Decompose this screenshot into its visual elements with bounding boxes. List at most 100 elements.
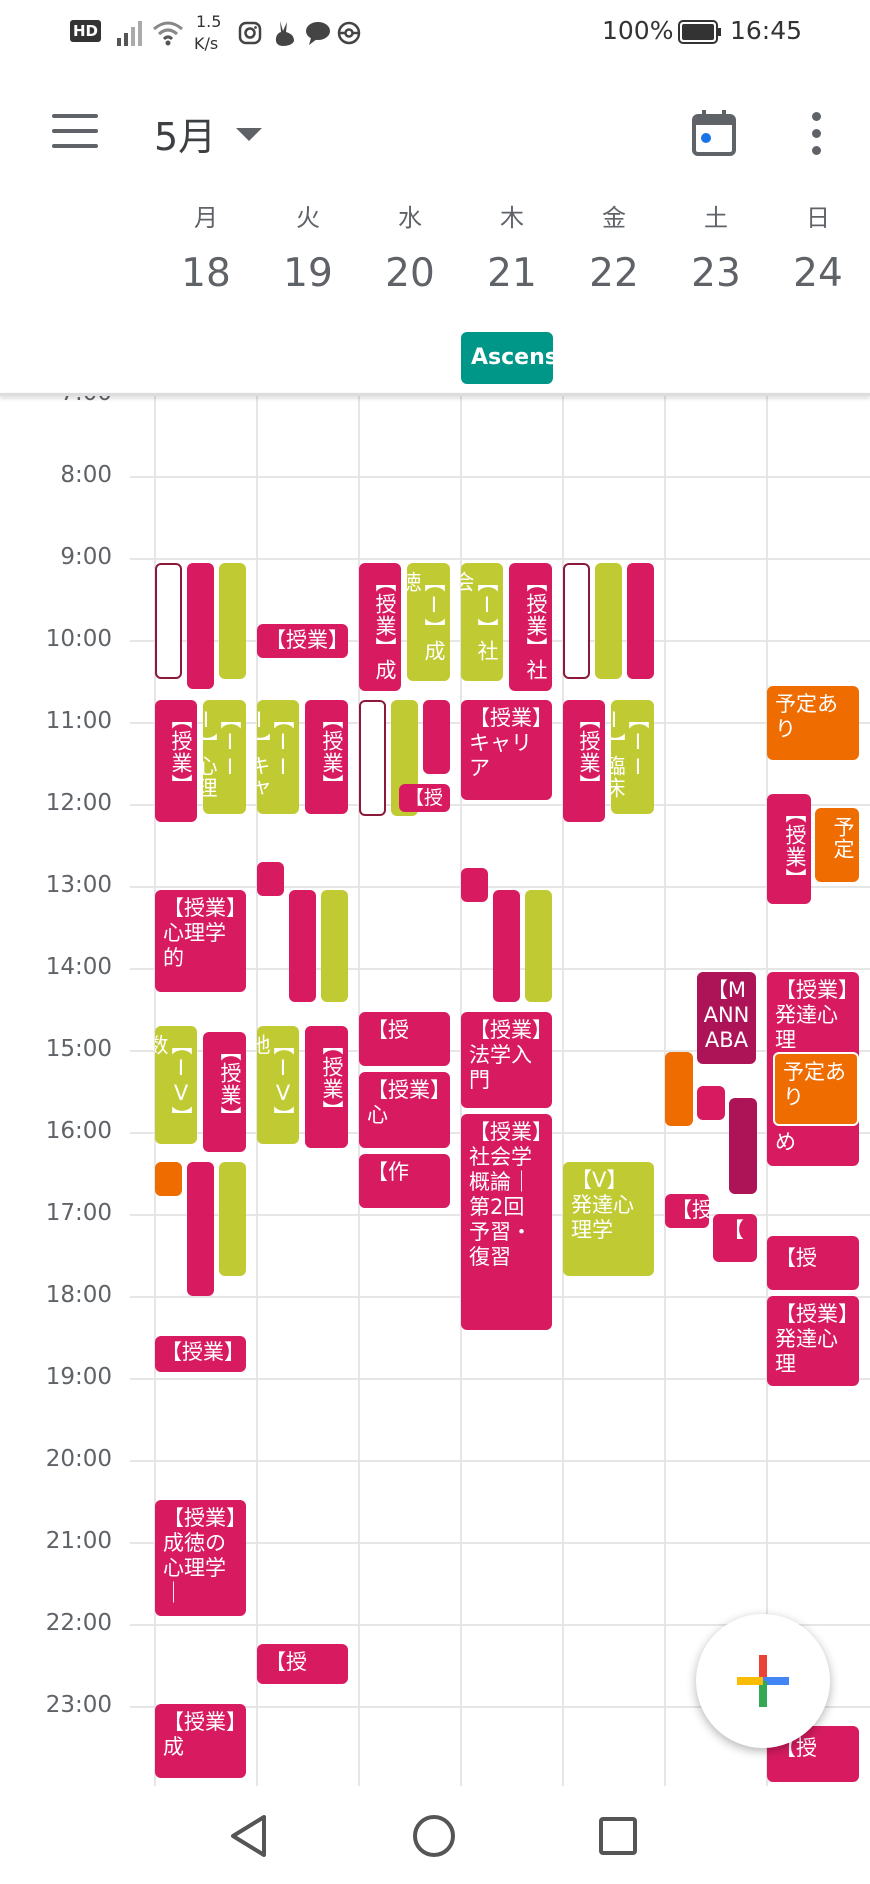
event-block[interactable] <box>321 890 348 1002</box>
event-block[interactable]: 【授業】キャリア <box>461 700 552 800</box>
event-block[interactable]: 【I】社会 <box>461 563 503 681</box>
event-block[interactable] <box>155 563 182 679</box>
day-header-tue[interactable]: 火 19 <box>257 198 359 296</box>
event-block[interactable]: 【授業】 <box>155 1336 246 1372</box>
header-divider <box>0 393 870 396</box>
event-block[interactable]: 【授業】 <box>257 624 348 658</box>
hour-line <box>130 804 870 806</box>
event-block[interactable]: 【I】成徳 <box>407 563 450 681</box>
event-block[interactable] <box>289 890 316 1002</box>
event-block[interactable]: 【授業】成徳の心理学｜ <box>155 1500 246 1616</box>
create-event-button[interactable] <box>696 1614 830 1748</box>
time-label: 9:00 <box>60 544 112 570</box>
day-header-thu[interactable]: 木 21 <box>461 198 563 296</box>
event-block[interactable] <box>187 563 214 689</box>
time-label: 7:00 <box>20 396 112 406</box>
time-label: 13:00 <box>45 872 112 898</box>
hour-line <box>130 558 870 560</box>
event-block[interactable] <box>257 862 284 896</box>
event-block[interactable]: 予定 <box>815 808 859 882</box>
hd-badge: HD <box>70 20 102 42</box>
event-block[interactable]: 【授業】発達心理 <box>767 1296 859 1386</box>
event-block[interactable]: 【授 <box>665 1194 709 1228</box>
day-header-sun[interactable]: 日 24 <box>767 198 869 296</box>
event-block[interactable] <box>219 1162 246 1276</box>
event-block[interactable] <box>461 868 488 902</box>
recents-icon[interactable] <box>598 1816 638 1856</box>
event-title: 【授業】発達心理 <box>775 978 849 1052</box>
event-block[interactable]: 【III】キャ <box>257 700 299 814</box>
event-block[interactable]: 【IV】地 <box>257 1026 299 1144</box>
event-block[interactable]: 【授業】 <box>155 700 197 822</box>
menu-icon[interactable] <box>52 114 98 148</box>
event-block[interactable]: 予定あり <box>773 1052 859 1126</box>
event-block[interactable]: 【授業】成 <box>359 563 401 691</box>
event-block[interactable]: 予定あり <box>767 686 859 760</box>
event-block[interactable] <box>525 890 552 1002</box>
day-of-week: 金 <box>602 204 626 232</box>
all-day-event[interactable]: Ascens <box>461 332 553 384</box>
event-block[interactable]: 【作 <box>359 1154 450 1208</box>
hour-line <box>130 1542 870 1544</box>
rabbit-app-icon <box>275 21 294 46</box>
event-block[interactable] <box>729 1098 757 1194</box>
day-header-fri[interactable]: 金 22 <box>563 198 665 296</box>
event-block[interactable] <box>665 1052 693 1126</box>
event-block[interactable]: 【授 <box>399 784 450 812</box>
week-time-grid[interactable]: 7:00 8:00 9:00 10:00 11:00 12:00 13:00 1… <box>0 396 870 1786</box>
day-of-week: 木 <box>500 204 524 232</box>
event-block[interactable] <box>155 1162 182 1196</box>
event-block[interactable]: 【V】発達心理学 <box>563 1162 654 1276</box>
event-block[interactable]: 【授 <box>767 1236 859 1290</box>
event-block[interactable]: 【授業】社 <box>509 563 552 691</box>
more-options-icon[interactable] <box>812 112 822 156</box>
event-block[interactable]: 【III】臨床 <box>611 700 654 814</box>
event-block[interactable]: 【授業】社会学概論｜第2回予習・復習 <box>461 1114 552 1330</box>
event-block[interactable] <box>595 563 622 679</box>
time-label: 21:00 <box>45 1528 112 1554</box>
event-block[interactable]: 【III】心理 <box>203 700 246 814</box>
event-block[interactable] <box>423 700 450 774</box>
event-block[interactable]: 【授業】心 <box>359 1072 450 1148</box>
event-block[interactable]: 【授業】法学入門 <box>461 1012 552 1108</box>
day-number: 19 <box>283 251 333 296</box>
event-block[interactable]: 【授 <box>359 1012 450 1066</box>
day-of-week: 土 <box>704 204 728 232</box>
day-number: 21 <box>487 251 537 296</box>
event-block[interactable]: 【授業】 <box>767 794 811 904</box>
event-block[interactable]: 【授業】成 <box>155 1704 246 1778</box>
event-block[interactable]: 【授 <box>257 1644 348 1684</box>
day-header-sat[interactable]: 土 23 <box>665 198 767 296</box>
event-block[interactable]: 【MANNABA <box>697 972 756 1064</box>
event-block[interactable]: 【授業】 <box>305 1026 348 1148</box>
time-label: 10:00 <box>45 626 112 652</box>
event-block[interactable] <box>493 890 520 1002</box>
event-block[interactable] <box>359 700 386 816</box>
event-block[interactable] <box>627 563 654 679</box>
chat-bubble-icon <box>306 22 330 45</box>
time-label: 23:00 <box>45 1692 112 1718</box>
day-header-wed[interactable]: 水 20 <box>359 198 461 296</box>
back-icon[interactable] <box>228 1814 270 1858</box>
event-block[interactable]: 【授業】 <box>305 700 348 814</box>
net-speed-value: 1.5 <box>196 12 222 31</box>
month-selector[interactable]: 5月 <box>154 115 217 159</box>
time-label: 14:00 <box>45 954 112 980</box>
day-of-week: 火 <box>296 204 320 232</box>
event-block[interactable]: 【 <box>713 1214 757 1262</box>
chevron-down-icon[interactable] <box>236 128 262 141</box>
time-label: 22:00 <box>45 1610 112 1636</box>
home-icon[interactable] <box>412 1814 456 1858</box>
event-block[interactable]: 【授業】 <box>203 1032 246 1152</box>
today-calendar-icon[interactable] <box>692 110 736 156</box>
day-header-mon[interactable]: 月 18 <box>155 198 257 296</box>
event-block[interactable]: 【授業】 <box>563 700 605 822</box>
time-label: 11:00 <box>45 708 112 734</box>
event-block[interactable] <box>187 1162 214 1296</box>
event-block[interactable] <box>697 1086 725 1120</box>
event-block[interactable] <box>219 563 246 679</box>
event-block[interactable]: 【授業】心理学的 <box>155 890 246 992</box>
event-block[interactable] <box>563 563 590 679</box>
event-block[interactable]: 【IV】数 <box>155 1026 197 1144</box>
hour-line <box>130 886 870 888</box>
